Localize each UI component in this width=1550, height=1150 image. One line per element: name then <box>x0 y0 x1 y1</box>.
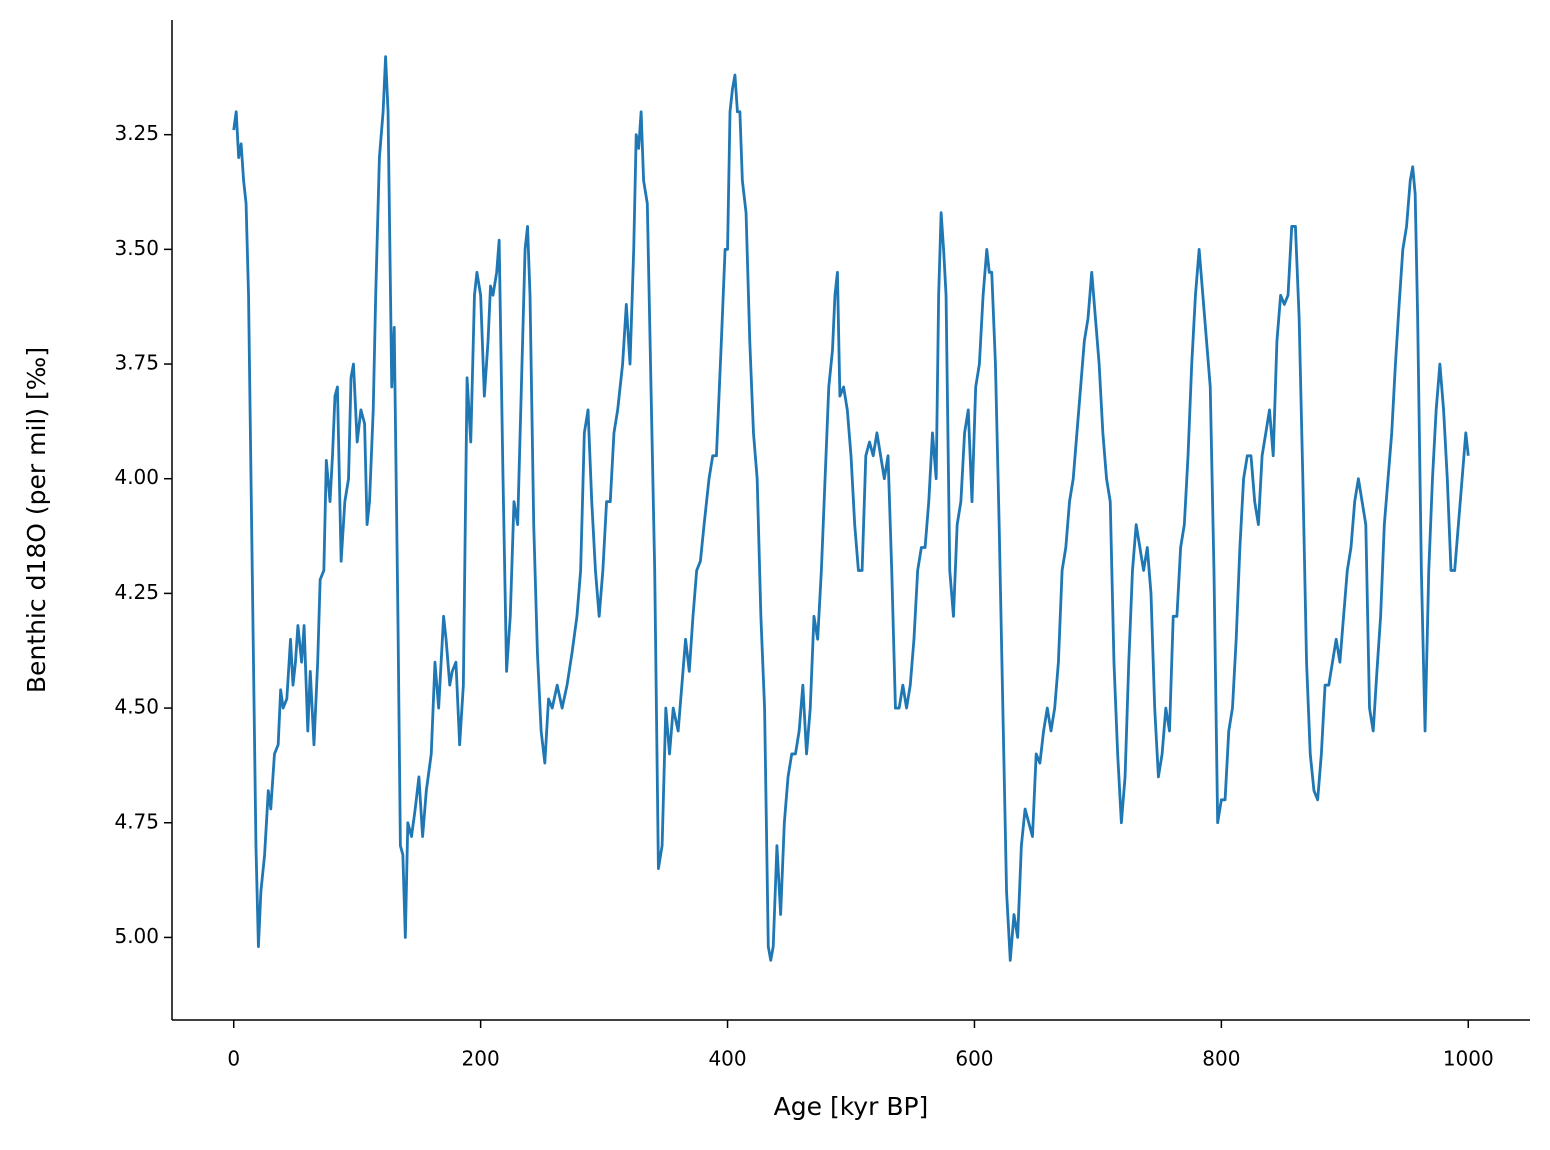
data-line <box>232 55 1470 962</box>
x-tick-label: 400 <box>708 1047 746 1071</box>
x-tick-label: 0 <box>227 1047 240 1071</box>
y-tick-label: 3.25 <box>114 121 159 145</box>
x-tick-label: 1000 <box>1443 1047 1494 1071</box>
y-tick-label: 4.25 <box>114 580 159 604</box>
y-tick-label: 5.00 <box>114 924 159 948</box>
y-tick-label: 4.00 <box>114 465 159 489</box>
x-axis-label: Age [kyr BP] <box>774 1092 929 1121</box>
x-tick-label: 800 <box>1202 1047 1240 1071</box>
y-tick-label: 3.50 <box>114 236 159 260</box>
y-tick-label: 4.50 <box>114 695 159 719</box>
x-tick-label: 600 <box>955 1047 993 1071</box>
y-axis-label: Benthic d18O (per mil) [‰] <box>22 347 51 693</box>
y-tick-label: 4.75 <box>114 809 159 833</box>
y-tick-label: 3.75 <box>114 351 159 375</box>
x-tick-label: 200 <box>462 1047 500 1071</box>
